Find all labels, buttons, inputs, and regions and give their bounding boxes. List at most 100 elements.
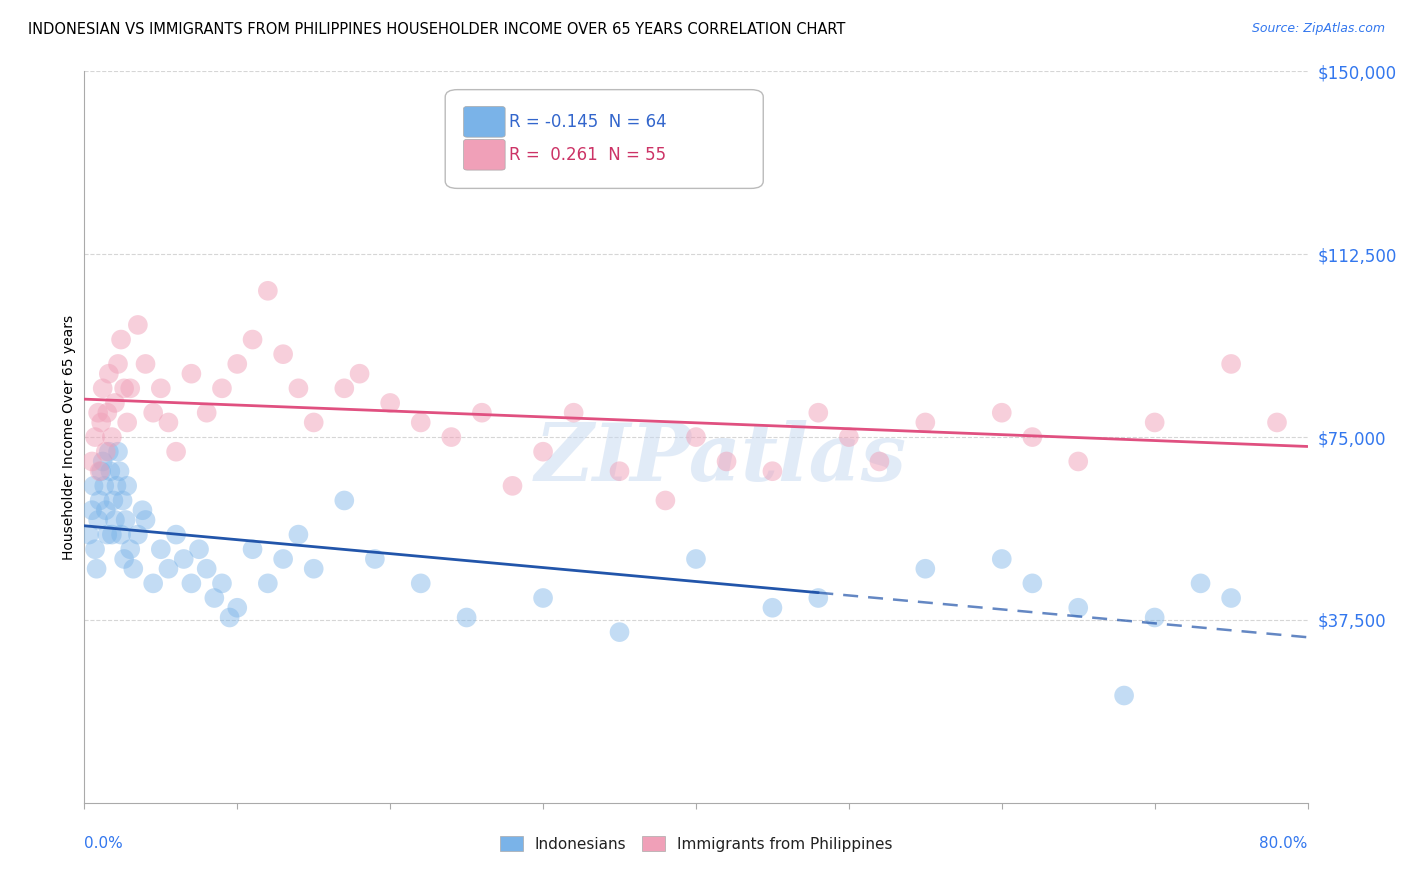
Point xyxy=(112,552,135,566)
Point xyxy=(1189,576,1212,591)
Text: Source: ZipAtlas.com: Source: ZipAtlas.com xyxy=(1251,22,1385,36)
Point xyxy=(1067,454,1090,468)
Point xyxy=(188,542,211,557)
Point xyxy=(761,600,783,615)
Point xyxy=(91,381,114,395)
Point xyxy=(131,503,153,517)
Text: 0.0%: 0.0% xyxy=(84,836,124,851)
Point xyxy=(257,576,280,591)
Point xyxy=(107,357,129,371)
Point xyxy=(761,464,783,478)
Point xyxy=(349,367,371,381)
Point xyxy=(364,552,387,566)
Point xyxy=(127,318,149,332)
Point xyxy=(97,444,120,458)
Point xyxy=(180,367,202,381)
Legend: Indonesians, Immigrants from Philippines: Indonesians, Immigrants from Philippines xyxy=(494,830,898,858)
Point xyxy=(1143,416,1166,430)
Point xyxy=(1143,610,1166,624)
Text: ZIPatlas: ZIPatlas xyxy=(534,420,907,498)
Point xyxy=(202,591,225,605)
Point xyxy=(104,396,127,410)
Point xyxy=(122,562,145,576)
Point xyxy=(562,406,585,420)
Text: R =  0.261  N = 55: R = 0.261 N = 55 xyxy=(509,145,666,164)
Point xyxy=(242,542,264,557)
Point xyxy=(112,381,135,395)
Point xyxy=(94,444,117,458)
Point xyxy=(991,552,1014,566)
Point xyxy=(333,381,356,395)
Point xyxy=(1021,576,1043,591)
Point xyxy=(115,479,138,493)
Point xyxy=(1067,600,1090,615)
Point xyxy=(83,479,105,493)
Point xyxy=(135,357,157,371)
Point xyxy=(440,430,463,444)
Point xyxy=(287,527,309,541)
Point xyxy=(108,464,131,478)
FancyBboxPatch shape xyxy=(446,90,763,188)
Point xyxy=(107,444,129,458)
Point xyxy=(91,454,114,468)
Point xyxy=(195,406,218,420)
Point xyxy=(165,444,187,458)
Point xyxy=(1220,357,1243,371)
Point xyxy=(157,416,180,430)
Point xyxy=(87,406,110,420)
Point xyxy=(98,464,121,478)
Point xyxy=(211,381,233,395)
Text: INDONESIAN VS IMMIGRANTS FROM PHILIPPINES HOUSEHOLDER INCOME OVER 65 YEARS CORRE: INDONESIAN VS IMMIGRANTS FROM PHILIPPINE… xyxy=(28,22,845,37)
Point xyxy=(456,610,478,624)
Point xyxy=(120,542,142,557)
Point xyxy=(90,464,112,478)
Point xyxy=(101,430,124,444)
Point xyxy=(101,527,124,541)
Point xyxy=(654,493,676,508)
Point xyxy=(87,513,110,527)
Point xyxy=(685,430,707,444)
Point xyxy=(180,576,202,591)
Point xyxy=(111,493,134,508)
Point xyxy=(226,600,249,615)
Point xyxy=(173,552,195,566)
Point xyxy=(211,576,233,591)
Point xyxy=(914,416,936,430)
Point xyxy=(502,479,524,493)
Point xyxy=(609,464,631,478)
Point xyxy=(90,416,112,430)
Point xyxy=(94,503,117,517)
Y-axis label: Householder Income Over 65 years: Householder Income Over 65 years xyxy=(62,315,76,559)
Text: 80.0%: 80.0% xyxy=(1260,836,1308,851)
Point xyxy=(165,527,187,541)
Text: R = -0.145  N = 64: R = -0.145 N = 64 xyxy=(509,112,666,131)
FancyBboxPatch shape xyxy=(464,139,505,170)
Point xyxy=(807,591,830,605)
Point xyxy=(84,430,107,444)
Point xyxy=(531,591,554,605)
Point xyxy=(1114,689,1136,703)
Point xyxy=(110,527,132,541)
Point xyxy=(149,542,172,557)
Point xyxy=(96,406,118,420)
Point xyxy=(115,416,138,430)
Point xyxy=(271,347,294,361)
Point xyxy=(86,562,108,576)
Point xyxy=(80,454,103,468)
Point xyxy=(409,416,432,430)
Point xyxy=(103,493,125,508)
Point xyxy=(242,333,264,347)
Point xyxy=(333,493,356,508)
Point xyxy=(195,562,218,576)
Point xyxy=(218,610,240,624)
Point xyxy=(89,464,111,478)
Point xyxy=(1021,430,1043,444)
Point xyxy=(380,396,402,410)
Point xyxy=(114,513,136,527)
Point xyxy=(1265,416,1288,430)
Point xyxy=(302,562,325,576)
Point xyxy=(93,479,115,493)
Point xyxy=(80,503,103,517)
Point xyxy=(110,333,132,347)
Point xyxy=(685,552,707,566)
